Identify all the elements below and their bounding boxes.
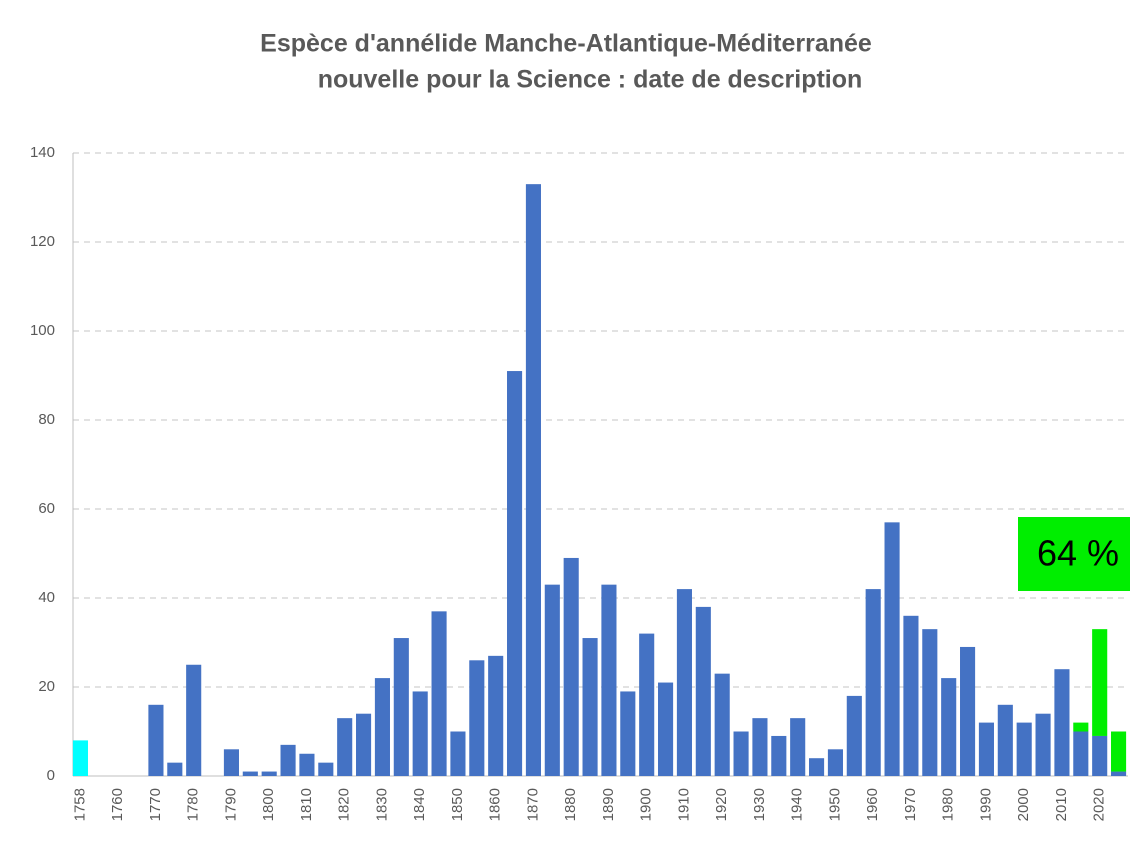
- bar: [639, 633, 655, 776]
- bar: [714, 673, 730, 776]
- bar: [525, 184, 541, 776]
- bar: [469, 660, 485, 776]
- bar: [978, 722, 994, 776]
- bar: [922, 629, 938, 776]
- bar: [1073, 731, 1089, 776]
- bar: [865, 589, 881, 776]
- x-tick-label: 1950: [826, 788, 843, 821]
- bar: [1016, 722, 1032, 776]
- bar: [393, 638, 409, 776]
- x-tick-label: 1980: [940, 788, 957, 821]
- y-tick-label: 100: [30, 322, 55, 339]
- x-tick-label: 1860: [487, 788, 504, 821]
- chart-title: nouvelle pour la Science : date de descr…: [318, 66, 863, 94]
- bar: [884, 522, 900, 776]
- bar: [827, 749, 843, 776]
- x-tick-label: 2010: [1053, 788, 1070, 821]
- bar: [148, 704, 164, 776]
- bar: [318, 762, 334, 776]
- bar: [752, 718, 768, 776]
- bar: [356, 713, 372, 776]
- x-tick-label: 1770: [147, 788, 164, 821]
- x-tick-label: 1940: [789, 788, 806, 821]
- bar: [412, 691, 428, 776]
- bar: [242, 771, 258, 776]
- bar: [733, 731, 749, 776]
- y-tick-label: 60: [38, 500, 55, 517]
- x-tick-label: 1760: [109, 788, 126, 821]
- bar: [337, 718, 353, 776]
- x-tick-label: 1990: [977, 788, 994, 821]
- bar: [488, 655, 504, 776]
- bar: [72, 740, 88, 776]
- bar: [1111, 731, 1127, 772]
- y-tick-label: 140: [30, 144, 55, 161]
- x-tick-label: 2000: [1015, 788, 1032, 821]
- bar: [903, 615, 919, 776]
- bar: [1054, 669, 1070, 776]
- bar: [790, 718, 806, 776]
- x-tick-label: 1820: [336, 788, 353, 821]
- bar: [1073, 722, 1089, 732]
- x-tick-label: 1930: [751, 788, 768, 821]
- x-tick-label: 1910: [675, 788, 692, 821]
- bar: [563, 557, 579, 776]
- bar: [676, 589, 692, 776]
- bar: [1092, 629, 1108, 736]
- bar: [450, 731, 466, 776]
- x-tick-label: 1840: [411, 788, 428, 821]
- x-tick-label: 1810: [298, 788, 315, 821]
- bar: [846, 695, 862, 776]
- y-tick-label: 0: [47, 767, 55, 784]
- bar: [223, 749, 239, 776]
- x-tick-label: 1920: [713, 788, 730, 821]
- bar: [1092, 735, 1108, 776]
- bar: [374, 678, 390, 776]
- bar: [601, 584, 617, 776]
- bar: [960, 646, 976, 776]
- bar: [431, 611, 447, 776]
- x-tick-label: 1890: [600, 788, 617, 821]
- x-tick-label: 1780: [185, 788, 202, 821]
- bar: [186, 664, 202, 776]
- bar: [658, 682, 674, 776]
- bar: [582, 638, 598, 776]
- annotation: 64 %: [1037, 533, 1119, 574]
- bar: [280, 744, 296, 776]
- bar: [620, 691, 636, 776]
- bar: [997, 704, 1013, 776]
- bar: [544, 584, 560, 776]
- annotation-box: [1018, 517, 1130, 591]
- x-tick-label: 1880: [562, 788, 579, 821]
- x-tick-label: 1790: [222, 788, 239, 821]
- bar: [1035, 713, 1051, 776]
- bar: [507, 371, 523, 776]
- chart-title: Espèce d'annélide Manche-Atlantique-Médi…: [260, 30, 872, 58]
- y-tick-label: 120: [30, 233, 55, 250]
- x-tick-label: 2020: [1091, 788, 1108, 821]
- x-tick-label: 1970: [902, 788, 919, 821]
- x-tick-label: 1900: [638, 788, 655, 821]
- bar: [809, 758, 825, 776]
- y-tick-label: 20: [38, 678, 55, 695]
- bar: [261, 771, 277, 776]
- x-tick-label: 1870: [524, 788, 541, 821]
- bar: [941, 678, 957, 776]
- x-tick-label: 1830: [373, 788, 390, 821]
- x-tick-label: 1850: [449, 788, 466, 821]
- y-tick-label: 40: [38, 589, 55, 606]
- x-tick-label: 1758: [71, 788, 88, 821]
- x-tick-label: 1960: [864, 788, 881, 821]
- bar: [695, 606, 711, 776]
- y-tick-label: 80: [38, 411, 55, 428]
- bar: [1111, 771, 1127, 776]
- bar: [299, 753, 315, 776]
- bar: [771, 735, 787, 776]
- x-tick-label: 1800: [260, 788, 277, 821]
- bar: [167, 762, 183, 776]
